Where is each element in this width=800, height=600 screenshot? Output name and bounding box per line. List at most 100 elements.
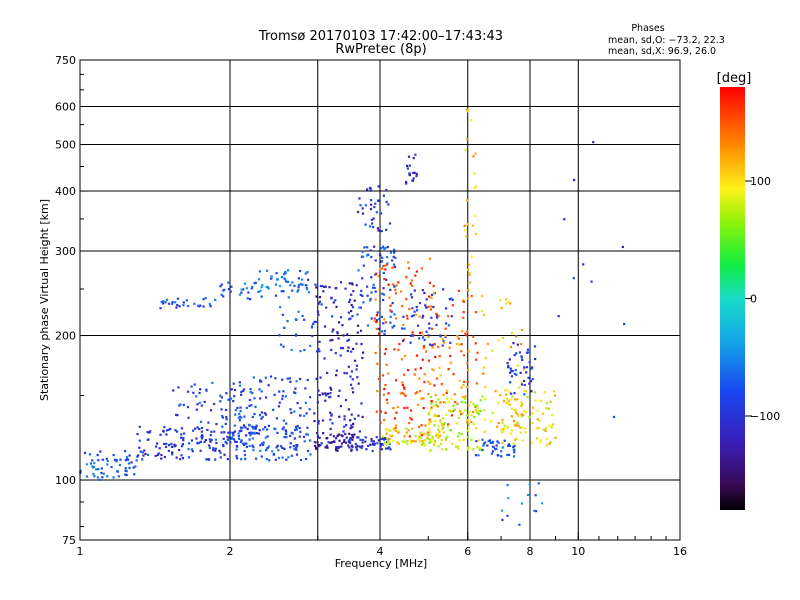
data-point [501, 421, 504, 424]
data-point [392, 248, 396, 251]
data-point [343, 418, 346, 421]
data-point [429, 438, 432, 441]
data-point [348, 432, 351, 435]
data-point [351, 426, 354, 429]
data-point [386, 256, 389, 259]
data-point [113, 458, 117, 461]
data-point [214, 438, 218, 441]
data-point [408, 307, 411, 311]
data-point [414, 153, 417, 156]
data-point [468, 273, 472, 276]
data-point [318, 340, 321, 343]
data-point [409, 409, 413, 412]
data-point [490, 420, 493, 423]
data-point [534, 399, 537, 402]
data-point [450, 414, 454, 417]
data-point [480, 294, 484, 298]
data-point [503, 439, 506, 442]
data-point [391, 301, 394, 305]
colorbar-tick-label: 100 [750, 175, 771, 188]
data-point [124, 473, 127, 476]
data-point [359, 306, 362, 309]
data-point [190, 439, 194, 442]
data-point [402, 323, 405, 326]
data-point [334, 287, 337, 290]
data-point [225, 392, 228, 395]
data-point [209, 409, 213, 412]
data-point [244, 442, 247, 445]
data-point [162, 429, 165, 432]
data-point [466, 108, 469, 111]
data-point [329, 418, 332, 421]
data-point [519, 426, 522, 429]
data-point [466, 362, 469, 365]
data-point [200, 430, 203, 433]
data-point [529, 380, 533, 383]
data-point [545, 437, 548, 440]
data-point [374, 351, 377, 355]
data-point [358, 197, 361, 200]
data-point [308, 408, 311, 411]
data-point [524, 411, 527, 414]
colorbar-tick-label: −100 [750, 410, 780, 423]
data-point [302, 435, 306, 438]
data-point [383, 318, 386, 321]
data-point [99, 450, 102, 453]
data-point [417, 438, 420, 441]
data-point [427, 413, 430, 416]
data-point [181, 456, 185, 460]
data-point [523, 368, 526, 371]
data-point [346, 333, 349, 336]
data-point [467, 404, 471, 407]
data-point [94, 468, 98, 471]
data-point [394, 288, 397, 292]
data-point [533, 509, 536, 512]
data-point [465, 138, 468, 141]
data-point [412, 177, 415, 180]
data-point [297, 289, 300, 292]
data-point [530, 390, 533, 393]
data-point [467, 426, 471, 429]
data-point [433, 442, 436, 445]
data-point [301, 283, 304, 286]
data-point [441, 344, 444, 347]
data-point [344, 287, 347, 290]
data-point [419, 436, 422, 439]
data-point [458, 379, 461, 382]
data-point [136, 455, 139, 458]
data-point [191, 429, 195, 432]
data-point [171, 451, 174, 454]
data-point [407, 369, 410, 372]
data-point [388, 429, 392, 432]
data-point [378, 317, 381, 321]
data-point [210, 430, 213, 433]
data-point [345, 436, 348, 439]
data-point [515, 373, 518, 376]
data-point [476, 351, 479, 354]
data-point [349, 375, 352, 378]
data-point [196, 426, 199, 429]
data-point [241, 426, 244, 429]
data-point [299, 414, 302, 417]
data-point [262, 428, 265, 431]
data-point [117, 475, 120, 478]
data-point [202, 298, 205, 301]
data-point [251, 425, 254, 428]
data-point [262, 443, 265, 447]
data-point [157, 452, 160, 455]
data-point [414, 313, 418, 316]
data-point [138, 439, 141, 442]
data-point [369, 443, 372, 446]
data-point [513, 398, 517, 401]
data-point [386, 437, 389, 440]
data-point [506, 426, 509, 429]
data-point [442, 339, 445, 343]
data-point [294, 387, 297, 390]
data-point [539, 440, 542, 444]
data-point [554, 436, 557, 439]
data-point [254, 457, 258, 460]
data-point [544, 427, 548, 430]
data-point [146, 453, 150, 457]
data-point [473, 186, 476, 190]
